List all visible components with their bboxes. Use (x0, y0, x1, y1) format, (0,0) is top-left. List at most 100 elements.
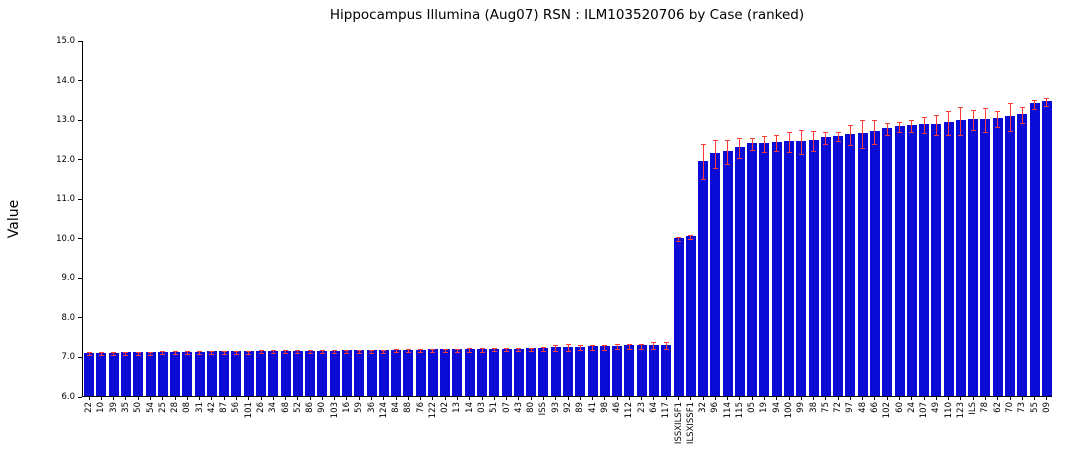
bar-107 (919, 123, 930, 396)
bar-117 (661, 344, 672, 396)
error-bar-cap-top (295, 349, 301, 351)
x-tick-label: 31 (194, 402, 205, 413)
x-tick-label: 28 (170, 402, 181, 413)
error-bar-line (948, 111, 950, 136)
y-tick-mark (78, 159, 82, 161)
error-bar-line (383, 349, 385, 353)
bar-103 (329, 350, 340, 396)
error-bar-cap-top (651, 342, 657, 344)
bar-55 (1029, 103, 1040, 396)
x-tick-label: 72 (833, 402, 844, 413)
x-tick-label: 08 (182, 402, 193, 413)
error-bar-line (984, 108, 986, 132)
error-bar-line (272, 350, 274, 354)
error-bar-line (1034, 99, 1036, 110)
error-bar-line (628, 343, 630, 349)
x-tick-mark (641, 397, 643, 400)
bar-19 (759, 142, 770, 396)
x-tick-mark (849, 397, 851, 400)
error-bar-cap-bottom (454, 351, 460, 353)
error-bar-cap-top (332, 349, 338, 351)
bar-73 (1017, 114, 1028, 396)
error-bar-line (248, 350, 250, 354)
error-bar-cap-bottom (233, 353, 239, 355)
x-tick-mark (776, 397, 778, 400)
error-bar-cap-bottom (970, 130, 976, 131)
error-bar-cap-top (233, 350, 239, 352)
error-bar-line (604, 344, 606, 350)
x-tick-mark (911, 397, 913, 400)
error-bar-cap-bottom (1032, 109, 1038, 111)
error-bar-cap-top (111, 351, 117, 353)
x-tick-mark (88, 397, 90, 400)
error-bar-cap-bottom (246, 353, 252, 355)
error-bar-cap-top (958, 107, 964, 109)
bar-51 (489, 348, 500, 396)
x-tick-mark (444, 397, 446, 400)
x-tick-label: 23 (636, 402, 647, 413)
x-tick-mark (469, 397, 471, 400)
y-tick-label: 10.0 (56, 233, 75, 244)
error-bar-line (297, 349, 299, 354)
x-tick-label: 39 (108, 402, 119, 413)
error-bar-line (1021, 107, 1023, 124)
x-tick-mark (960, 397, 962, 400)
x-tick-label: 66 (869, 402, 880, 413)
error-bar-line (727, 139, 729, 164)
x-tick-mark (1021, 397, 1023, 400)
bar-90 (317, 350, 328, 396)
error-bar-cap-top (786, 131, 792, 133)
x-tick-label: 03 (477, 402, 488, 413)
x-tick-mark (862, 397, 864, 400)
x-tick-mark (235, 397, 237, 400)
error-bar-line (481, 348, 483, 352)
error-bar-line (837, 131, 839, 142)
error-bar-cap-bottom (958, 134, 964, 136)
y-tick-mark (78, 198, 82, 200)
error-bar-cap-bottom (430, 351, 436, 353)
error-bar-cap-top (172, 351, 178, 353)
error-bar-line (813, 130, 815, 151)
x-tick-label: 55 (1029, 402, 1040, 413)
error-bar-cap-bottom (356, 352, 362, 354)
x-tick-mark (371, 397, 373, 400)
error-bar-cap-bottom (553, 351, 559, 353)
bar-93 (550, 346, 561, 396)
y-tick-label: 7.0 (61, 352, 75, 363)
error-bar-cap-bottom (135, 354, 141, 356)
bar-78 (980, 119, 991, 396)
bar-72 (833, 135, 844, 396)
x-tick-label: 90 (317, 402, 328, 413)
error-bar-line (223, 350, 225, 354)
x-tick-label: 41 (587, 402, 598, 413)
error-bar-cap-bottom (737, 157, 743, 159)
y-tick-label: 11.0 (56, 194, 75, 205)
x-tick-label: 124 (378, 402, 389, 419)
error-bar-cap-bottom (405, 352, 411, 354)
error-bar-cap-bottom (86, 355, 92, 357)
x-tick-label: 59 (354, 402, 365, 413)
x-tick-mark (186, 397, 188, 400)
bar-32 (698, 160, 709, 396)
bar-35 (120, 352, 131, 396)
x-tick-mark (493, 397, 495, 400)
error-bar-cap-top (528, 347, 534, 349)
bar-23 (636, 345, 647, 396)
x-tick-label: 107 (919, 402, 930, 419)
error-bar-cap-bottom (344, 352, 350, 354)
x-tick-label: 10 (96, 402, 107, 413)
error-bar-cap-top (995, 111, 1001, 113)
error-bar-cap-top (602, 344, 608, 346)
error-bar-cap-top (504, 347, 510, 349)
error-bar-line (334, 349, 336, 354)
error-bar-cap-bottom (811, 150, 817, 152)
chart-title: Hippocampus Illumina (Aug07) RSN : ILM10… (329, 7, 805, 23)
bar-43 (513, 348, 524, 396)
x-tick-label: 68 (280, 402, 291, 413)
x-tick-mark (321, 397, 323, 400)
error-bar-cap-top (148, 351, 154, 353)
x-tick-mark (506, 397, 508, 400)
error-bar-cap-top (516, 347, 522, 349)
x-tick-mark (604, 397, 606, 400)
x-tick-label: 42 (206, 402, 217, 413)
